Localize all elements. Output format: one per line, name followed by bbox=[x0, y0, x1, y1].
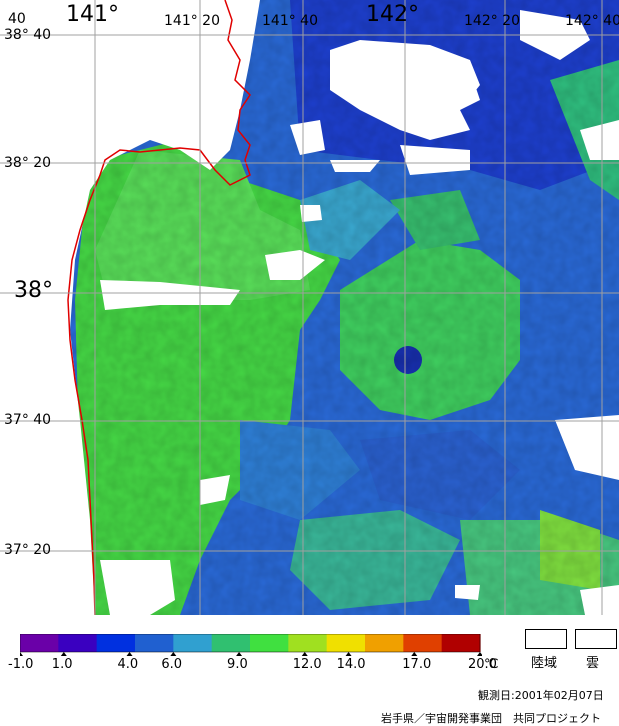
colorbar-segment bbox=[96, 634, 136, 652]
longitude-label: 141° bbox=[66, 2, 119, 27]
longitude-label-partial: 40 bbox=[8, 11, 26, 27]
land-legend-label: 陸域 bbox=[531, 656, 558, 671]
colorbar-tick-label: 12.0 bbox=[292, 657, 322, 672]
colorbar-segment bbox=[250, 634, 289, 652]
colorbar-tick bbox=[477, 652, 482, 656]
latitude-label: 38° 40 bbox=[4, 27, 52, 43]
colorbar-segment bbox=[365, 634, 404, 652]
colorbar-segment bbox=[135, 634, 174, 652]
cloud-legend-swatch bbox=[575, 629, 617, 649]
colorbar-tick bbox=[170, 652, 177, 656]
colorbar-tick bbox=[60, 652, 67, 656]
observation-date: 観測日:2001年02月07日 bbox=[478, 689, 604, 702]
cloud-legend-label: 雲 bbox=[586, 656, 600, 671]
temperature-colorbar bbox=[20, 634, 482, 656]
longitude-label: 141° 40 bbox=[262, 13, 318, 29]
graticule bbox=[0, 0, 619, 615]
longitude-label: 142° 40 bbox=[565, 13, 619, 29]
colorbar-tick-label: 6.0 bbox=[161, 657, 183, 672]
colorbar-segment bbox=[173, 634, 213, 652]
sea-surface-temperature-map bbox=[0, 0, 619, 615]
latitude-label: 37° 20 bbox=[4, 542, 52, 558]
colorbar-tick-label: 9.0 bbox=[227, 657, 248, 672]
colorbar-segment bbox=[20, 634, 59, 652]
colorbar-tick-label: 14.0 bbox=[336, 657, 366, 672]
colorbar-tick bbox=[126, 652, 133, 656]
colorbar-tick-label: 20.0 bbox=[468, 657, 497, 672]
colorbar-tick-label: -1.0 bbox=[8, 657, 34, 672]
longitude-label: 142° 20 bbox=[464, 13, 520, 29]
colorbar-segment bbox=[288, 634, 328, 652]
colorbar-tick bbox=[411, 652, 418, 656]
colorbar-segment bbox=[403, 634, 443, 652]
colorbar-tick bbox=[236, 652, 243, 656]
coastline bbox=[67, 0, 251, 615]
colorbar-tick bbox=[345, 652, 352, 656]
colorbar-tick bbox=[20, 652, 23, 656]
colorbar-tick-label: 17.0 bbox=[402, 657, 432, 672]
colorbar-segment bbox=[211, 634, 251, 652]
latitude-label: 38° bbox=[14, 278, 53, 303]
colorbar-segment bbox=[326, 634, 366, 652]
land-legend-swatch bbox=[525, 629, 567, 649]
colorbar-tick-label: 4.0 bbox=[117, 657, 139, 672]
credit: 岩手県／宇宙開発事業団 共同プロジェクト bbox=[381, 712, 601, 725]
longitude-label: 141° 20 bbox=[164, 13, 220, 29]
colorbar-segment bbox=[441, 634, 481, 652]
latitude-label: 38° 20 bbox=[4, 155, 52, 171]
colorbar-tick-label: 1.0 bbox=[51, 657, 73, 672]
colorbar-unit: ℃ bbox=[484, 657, 499, 672]
longitude-label: 142° bbox=[366, 2, 419, 27]
colorbar-segment bbox=[58, 634, 98, 652]
colorbar-tick bbox=[301, 652, 308, 656]
latitude-label: 37° 40 bbox=[4, 412, 52, 428]
